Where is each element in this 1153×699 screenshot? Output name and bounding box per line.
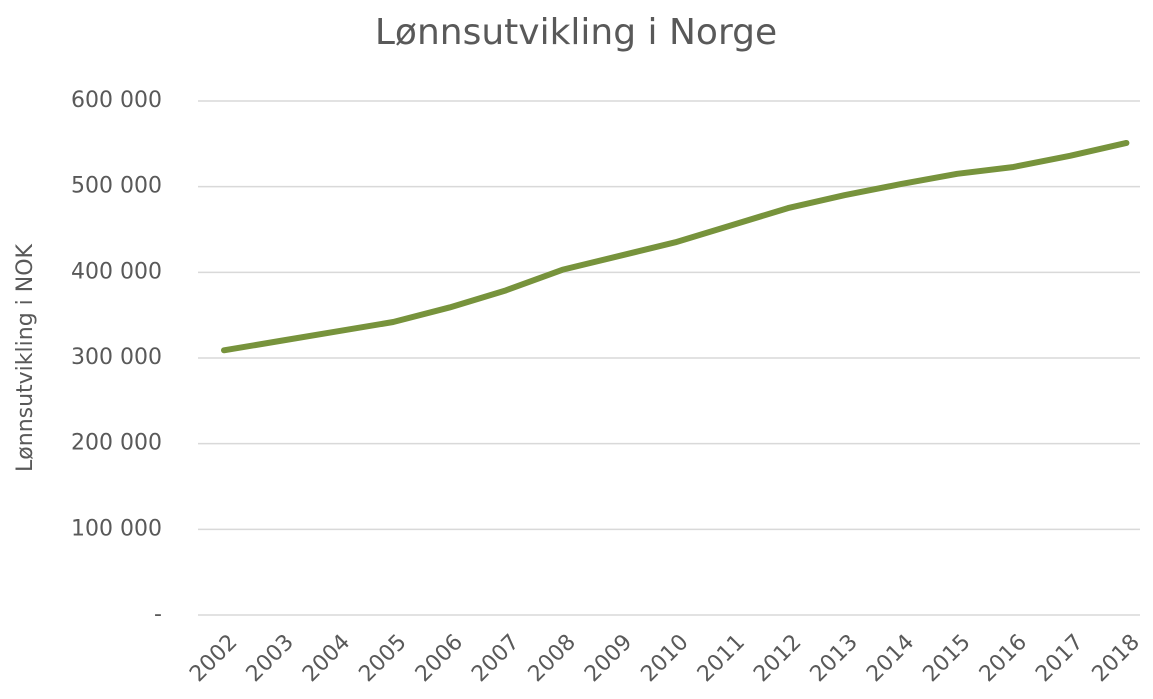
x-tick-label: 2011 [693, 630, 750, 687]
x-tick-label: 2016 [975, 630, 1032, 687]
x-tick-label: 2013 [806, 630, 863, 687]
x-tick-label: 2017 [1031, 630, 1088, 687]
x-tick-label: 2004 [298, 630, 355, 687]
y-tick-label: 400 000 [71, 259, 162, 284]
x-tick-label: 2009 [580, 630, 637, 687]
x-tick-label: 2008 [524, 630, 581, 687]
x-tick-label: 2018 [1088, 630, 1145, 687]
x-tick-label: 2002 [185, 630, 242, 687]
y-tick-label: 300 000 [71, 345, 162, 370]
y-tick-label: 100 000 [71, 516, 162, 541]
x-tick-label: 2003 [242, 630, 299, 687]
x-tick-label: 2010 [636, 630, 693, 687]
x-tick-label: 2006 [411, 630, 468, 687]
y-tick-label: 200 000 [71, 431, 162, 456]
y-tick-label: 500 000 [71, 174, 162, 199]
y-tick-label: - [154, 602, 162, 627]
x-tick-label: 2012 [749, 630, 806, 687]
x-tick-label: 2014 [862, 630, 919, 687]
chart-title: Lønnsutvikling i Norge [375, 12, 777, 53]
x-tick-label: 2007 [467, 630, 524, 687]
x-tick-label: 2005 [354, 630, 411, 687]
y-tick-label: 600 000 [71, 88, 162, 113]
line [221, 139, 1130, 354]
x-tick-label: 2015 [918, 630, 975, 687]
y-axis-title: Lønnsutvikling i NOK [13, 243, 38, 472]
